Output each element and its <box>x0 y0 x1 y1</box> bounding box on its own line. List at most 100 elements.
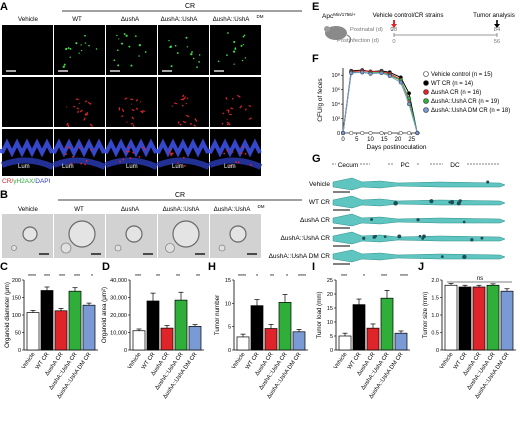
y-tick-label: 10 <box>225 301 231 307</box>
h2ax-signal <box>169 45 173 48</box>
cr-signal <box>182 94 185 98</box>
cr-signal <box>70 162 73 165</box>
h2ax-signal <box>69 56 71 58</box>
mouse-strain-label: ApcMin/1756/+ <box>322 12 356 20</box>
y-tick-label: 0 <box>436 348 439 354</box>
cr-signal <box>250 163 252 166</box>
legend-label: ΔushA::UshA CR (n = 19) <box>431 99 499 105</box>
cr-signal <box>65 146 68 149</box>
data-point <box>349 130 354 136</box>
lum-label-1: Lum <box>18 164 30 170</box>
h2ax-signal <box>84 42 87 44</box>
colon-tissue <box>332 231 506 245</box>
cr-signal <box>80 162 83 165</box>
h2ax-signal <box>144 51 147 53</box>
legend-dapi: DAPI <box>35 178 50 185</box>
tumor <box>480 236 484 240</box>
bar <box>82 304 96 351</box>
panel-letter-c: C <box>0 261 8 273</box>
y-tick-label: 0 <box>330 348 333 354</box>
h2ax-signal <box>168 39 170 42</box>
h2ax-signal <box>69 48 72 50</box>
tumor <box>416 218 420 222</box>
cr-signal <box>170 152 173 155</box>
cr-signal <box>84 100 88 103</box>
cr-signal <box>83 117 86 121</box>
colon-tissue <box>332 249 506 263</box>
significance-label: **** <box>238 274 246 280</box>
panel-b-col-dm-sup: DM <box>258 204 265 209</box>
cr-signal <box>89 123 93 127</box>
organoid <box>68 220 96 248</box>
lum-label-4: Lum <box>172 164 184 170</box>
cr-signal <box>138 155 141 158</box>
significance-label: *** <box>381 274 387 280</box>
tumor <box>421 237 425 240</box>
colon-row-label: ΔushA CR <box>300 217 330 224</box>
y-tick-label: 1.5 <box>431 296 439 302</box>
h2ax-signal <box>130 64 133 67</box>
panel-b-col-dm: ΔushA::UshA <box>214 206 252 213</box>
cr-signal <box>230 107 234 110</box>
data-point <box>340 130 346 136</box>
colon-region-label: PC <box>400 162 409 169</box>
h2ax-signal <box>138 55 140 57</box>
panel-b-col-wt: WT <box>74 206 84 213</box>
colon-tissue <box>332 195 506 209</box>
y-tick-label: 10² <box>332 117 340 123</box>
y-tick-label: 25 <box>327 278 333 284</box>
significance-label: *** <box>74 274 80 280</box>
bar <box>486 284 500 351</box>
series-line <box>342 71 418 134</box>
h2ax-signal <box>78 52 80 54</box>
data-point <box>379 130 384 136</box>
cr-signal <box>135 107 139 111</box>
cr-signal <box>245 108 247 111</box>
h2ax-signal <box>65 47 68 51</box>
panel-b-cr-label: CR <box>175 192 185 199</box>
y-axis-label: Tumor number <box>214 295 221 335</box>
micrograph-tile <box>158 77 209 127</box>
panel-letter-g: G <box>312 153 321 165</box>
tumor <box>383 235 387 239</box>
y-tick-label: 1.0 <box>431 313 439 319</box>
h2ax-signal <box>138 44 142 47</box>
panel-b-column-labels: Vehicle WT ΔushA ΔushA::UshA ΔushA::UshA… <box>18 204 265 213</box>
h2ax-signal <box>134 35 137 37</box>
cr-signal <box>241 146 244 149</box>
bar <box>352 304 366 351</box>
h2ax-signal <box>63 63 66 66</box>
micrograph-tile <box>158 25 209 75</box>
h2ax-signal <box>128 45 131 48</box>
h2ax-signal <box>174 44 177 47</box>
line-chart-f: 0 5 10 15 20 25 0 10² 10⁴ 10⁶ 10⁸ CFU/g of feces Day… <box>317 68 510 151</box>
panel-a-col-dm-sup: DM <box>257 14 264 19</box>
y-tick-label: 0 <box>124 348 127 354</box>
organoid <box>218 244 226 252</box>
lum-label-5: Lum <box>224 164 236 170</box>
cr-signal <box>73 105 76 108</box>
y-tick-label: 0 <box>337 131 340 137</box>
data-point <box>415 130 420 136</box>
data-point <box>398 130 403 136</box>
cr-signal <box>183 164 186 167</box>
bar <box>68 290 82 351</box>
h2ax-signal <box>95 48 98 50</box>
bar <box>278 302 292 351</box>
legend-label: Vehicle control (n = 15) <box>431 72 493 78</box>
y-tick-label: 0 <box>228 348 231 354</box>
cr-signal <box>75 98 79 101</box>
cr-signal <box>186 97 189 100</box>
legend-cr: CR/ <box>2 178 13 185</box>
bar <box>338 335 352 351</box>
organoid <box>125 225 143 243</box>
bar <box>264 328 278 351</box>
y-axis-label: Tumor size (mm) <box>422 292 429 339</box>
cr-signal <box>170 154 173 157</box>
h2ax-signal <box>185 36 188 39</box>
legend-marker <box>423 98 429 104</box>
y-tick-label: 15 <box>327 306 333 312</box>
